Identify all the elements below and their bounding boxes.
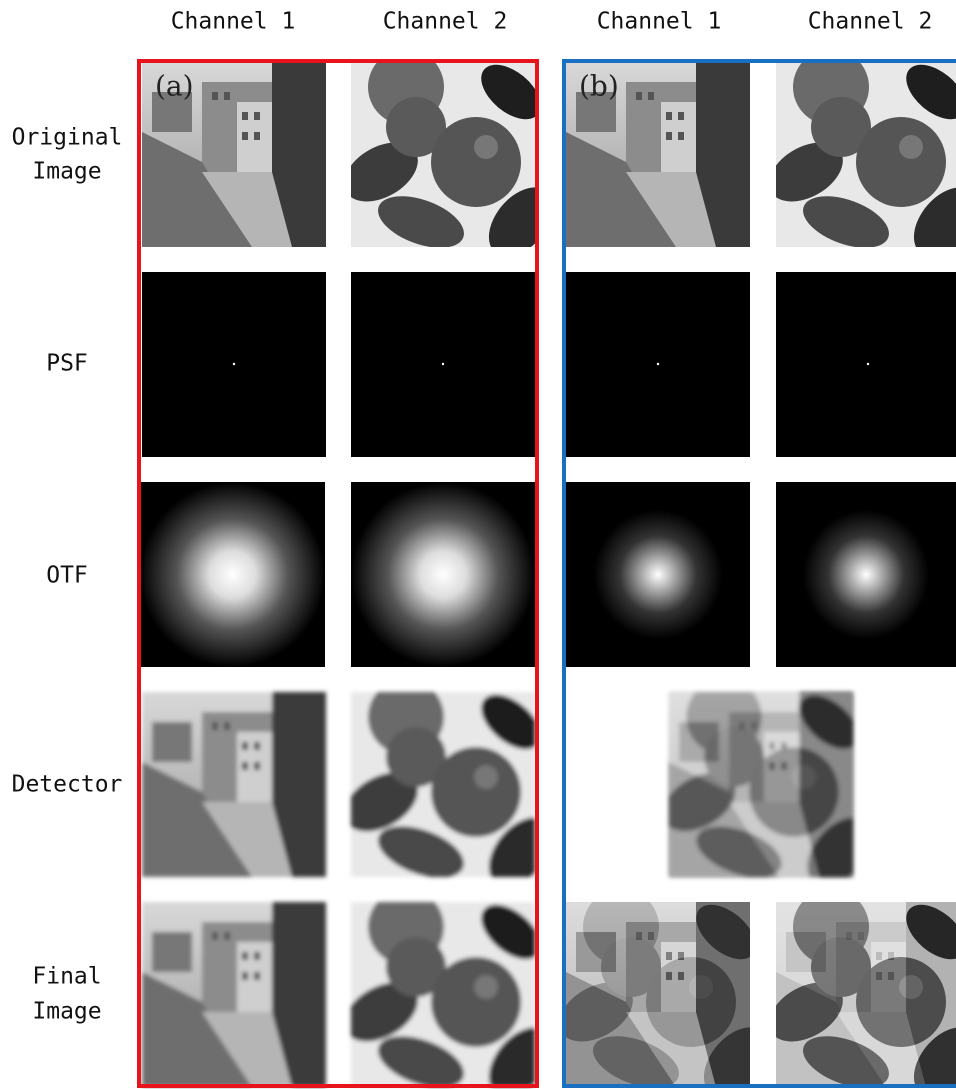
row-label: Detector bbox=[12, 772, 123, 798]
image bbox=[759, 889, 956, 1089]
row-label: Final bbox=[32, 964, 101, 990]
row-label: Image bbox=[32, 159, 101, 185]
image bbox=[776, 272, 956, 457]
image bbox=[549, 889, 781, 1089]
image bbox=[652, 679, 884, 899]
image bbox=[334, 889, 566, 1089]
image bbox=[334, 49, 566, 269]
image bbox=[776, 482, 956, 667]
image bbox=[566, 272, 750, 457]
column-header: Channel 1 bbox=[597, 9, 722, 35]
image bbox=[140, 482, 325, 667]
image bbox=[142, 902, 326, 1087]
image bbox=[334, 679, 566, 899]
row-label: Original bbox=[12, 125, 123, 151]
image bbox=[351, 272, 535, 457]
row-label: Image bbox=[32, 999, 101, 1025]
image bbox=[142, 272, 326, 457]
image bbox=[351, 482, 535, 667]
column-header: Channel 2 bbox=[808, 9, 933, 35]
figure: Channel 1 Channel 2 Channel 1 Channel 2 … bbox=[0, 0, 956, 1089]
image bbox=[566, 482, 750, 667]
column-header: Channel 2 bbox=[383, 9, 508, 35]
panel-label: (b) bbox=[579, 70, 619, 103]
column-header: Channel 1 bbox=[171, 9, 296, 35]
panel-label: (a) bbox=[155, 70, 194, 103]
image bbox=[142, 692, 326, 877]
image bbox=[759, 49, 956, 269]
row-label: PSF bbox=[46, 351, 88, 377]
row-label: OTF bbox=[46, 563, 88, 589]
